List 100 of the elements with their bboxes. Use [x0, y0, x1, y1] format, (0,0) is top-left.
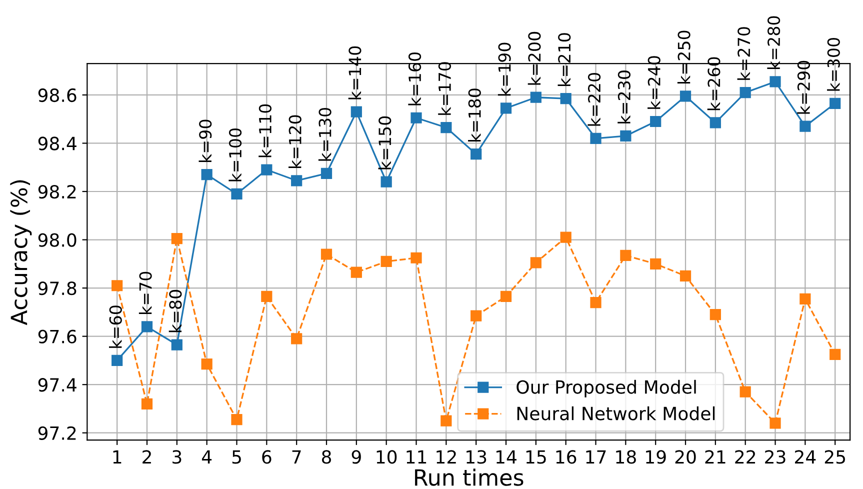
point [770, 418, 781, 429]
point [680, 270, 692, 282]
point [740, 386, 751, 398]
point [112, 280, 123, 292]
annotation: k=110 [258, 104, 272, 158]
y-tick-label: 98.4 [38, 136, 76, 150]
annotation: k=290 [797, 60, 810, 114]
legend-label: Neural Network Model [517, 406, 715, 420]
x-tick-label: 23 [765, 450, 786, 464]
x-tick-label: 11 [406, 450, 426, 464]
point [380, 176, 392, 188]
point [320, 168, 332, 179]
annotation: k=200 [528, 32, 541, 85]
point [710, 117, 721, 128]
x-tick-label: 25 [824, 450, 846, 464]
y-tick-label: 97.2 [38, 426, 76, 440]
point [201, 358, 212, 370]
y-tick-label: 98.2 [38, 184, 76, 199]
annotation: k=160 [408, 52, 422, 106]
y-axis-title: Accuracy (%) [10, 180, 32, 326]
point [530, 92, 542, 103]
annotation: k=70 [138, 272, 152, 314]
x-tick-label: 16 [556, 450, 576, 464]
point [770, 76, 781, 88]
y-tick-label: 97.4 [38, 378, 76, 392]
x-tick-label: 19 [646, 450, 666, 464]
point [410, 112, 422, 124]
x-tick-label: 15 [526, 450, 546, 464]
annotation: k=190 [498, 42, 511, 96]
x-tick-label: 9 [352, 450, 361, 464]
point [350, 266, 362, 278]
point [620, 130, 632, 142]
point [141, 398, 153, 410]
x-tick-label: 13 [466, 450, 486, 464]
annotation: k=130 [318, 108, 332, 161]
point [590, 132, 602, 144]
y-tick-label: 98.6 [38, 88, 76, 102]
point [620, 250, 632, 262]
point [201, 169, 212, 180]
point [141, 321, 153, 332]
x-tick-label: 6 [262, 450, 272, 464]
point [470, 148, 482, 160]
annotation: k=260 [707, 57, 720, 110]
point [291, 333, 302, 344]
annotation: k=270 [737, 27, 750, 80]
x-tick-label: 20 [675, 450, 696, 464]
point [320, 248, 332, 260]
y-tick-label: 97.6 [38, 330, 76, 344]
annotation: k=100 [228, 128, 242, 182]
point [380, 256, 392, 268]
x-tick-label: 5 [232, 450, 241, 464]
x-axis-title: Run times [415, 468, 524, 486]
point [440, 122, 452, 134]
point [440, 415, 452, 426]
x-tick-label: 24 [795, 450, 816, 464]
x-tick-label: 4 [202, 450, 212, 464]
x-tick-label: 14 [496, 450, 516, 464]
point [500, 290, 512, 302]
x-tick-label: 22 [735, 450, 756, 464]
annotation: k=120 [288, 115, 302, 168]
annotation: k=280 [767, 16, 780, 70]
annotation: k=240 [648, 56, 660, 109]
point [740, 86, 751, 98]
point [800, 293, 811, 304]
point [650, 258, 662, 270]
point [171, 233, 182, 244]
point [410, 252, 422, 264]
y-tick-label: 97.8 [38, 282, 76, 296]
point [112, 354, 123, 366]
legend-label: Our Proposed Model [516, 380, 696, 398]
point [261, 290, 272, 302]
annotation: k=60 [109, 306, 122, 348]
x-tick-label: 10 [376, 450, 397, 464]
annotation: k=90 [198, 120, 212, 162]
point [231, 188, 242, 200]
point [470, 310, 482, 322]
annotation: k=250 [677, 30, 690, 84]
point [830, 348, 841, 360]
point [171, 339, 182, 350]
annotation: k=230 [618, 70, 631, 124]
point [291, 175, 302, 186]
y-tick-label: 98.0 [38, 233, 76, 247]
point [500, 102, 512, 114]
x-tick-label: 21 [705, 450, 726, 464]
point [680, 90, 692, 102]
point [800, 120, 811, 132]
x-tick-label: 12 [436, 450, 456, 464]
x-tick-label: 18 [616, 450, 636, 464]
point [830, 98, 841, 109]
point [350, 106, 362, 118]
point [261, 164, 272, 176]
x-tick-label: 7 [292, 450, 301, 464]
x-tick-label: 17 [586, 450, 606, 464]
point [590, 296, 602, 308]
annotation: k=80 [168, 290, 182, 332]
point [710, 309, 721, 320]
annotation: k=150 [378, 116, 392, 170]
point [650, 116, 662, 128]
annotation: k=300 [827, 38, 840, 91]
annotation: k=220 [588, 72, 601, 126]
